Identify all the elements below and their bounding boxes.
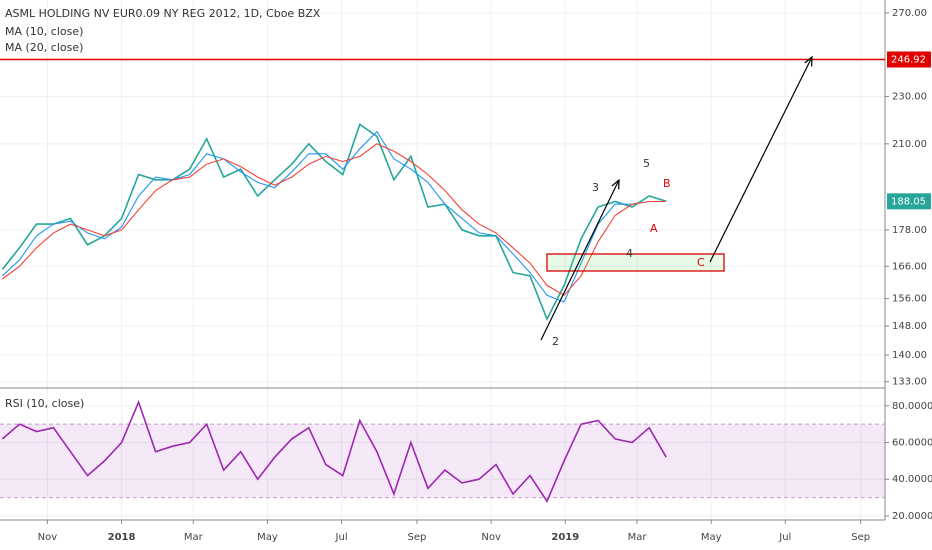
x-tick-label: Sep — [851, 532, 870, 543]
wave-label: A — [650, 222, 658, 235]
y-tick-label: 166.00 — [892, 261, 927, 272]
last-price-badge — [887, 193, 931, 210]
wave-label: 4 — [626, 247, 633, 260]
x-tick-label: Jul — [778, 532, 791, 543]
pane-title: RSI (10, close) — [5, 397, 84, 410]
wave-label: 2 — [552, 335, 559, 348]
last-price-label: 188.05 — [891, 196, 926, 207]
y-tick-label: 230.00 — [892, 91, 927, 102]
chart-title: ASML HOLDING NV EUR0.09 NY REG 2012, 1D,… — [5, 7, 321, 20]
target-box — [546, 253, 725, 272]
x-tick-label: 2018 — [108, 532, 136, 543]
x-tick-label: Mar — [184, 532, 204, 543]
x-tick-label: Nov — [481, 532, 501, 543]
wave-label: C — [697, 256, 705, 269]
x-tick-label: Mar — [628, 532, 648, 543]
grid — [0, 0, 885, 520]
y-tick-label: 20.0000 — [892, 511, 932, 522]
y-tick-label: 270.00 — [892, 8, 927, 19]
x-tick-label: Sep — [408, 532, 427, 543]
y-tick-label: 140.00 — [892, 350, 927, 361]
x-tick-label: 2019 — [551, 532, 579, 543]
y-tick-label: 210.00 — [892, 139, 927, 150]
rsi-band — [0, 424, 885, 498]
y-tick-label: 80.0000 — [892, 401, 932, 412]
x-tick-label: Jul — [335, 532, 348, 543]
plot — [0, 58, 885, 503]
series-line — [1, 399, 667, 503]
legend-entry: MA (10, close) — [5, 25, 83, 38]
y-tick-label: 133.00 — [892, 377, 927, 388]
wave-label: 5 — [643, 157, 650, 170]
target-arrow — [709, 57, 812, 263]
legend-entry: MA (20, close) — [5, 41, 83, 54]
y-tick-label: 148.00 — [892, 321, 927, 332]
x-tick-label: Nov — [38, 532, 58, 543]
price-badge-label: 246.92 — [891, 54, 926, 65]
series-line — [2, 143, 667, 297]
wave-label: B — [663, 177, 671, 190]
x-tick-label: May — [701, 532, 722, 543]
wave-arrow — [540, 180, 619, 341]
series-line — [1, 123, 667, 322]
y-tick-label: 60.0000 — [892, 438, 932, 449]
wave-label: 3 — [592, 181, 599, 194]
axes: 133.00 140.00 148.00 156.00 166.00 178.00 210.… — [38, 8, 932, 543]
y-tick-label: 156.00 — [892, 294, 927, 305]
price-badge — [887, 51, 931, 68]
y-tick-label: 40.0000 — [892, 474, 932, 485]
y-tick-label: 178.00 — [892, 225, 927, 236]
x-tick-label: May — [257, 532, 278, 543]
